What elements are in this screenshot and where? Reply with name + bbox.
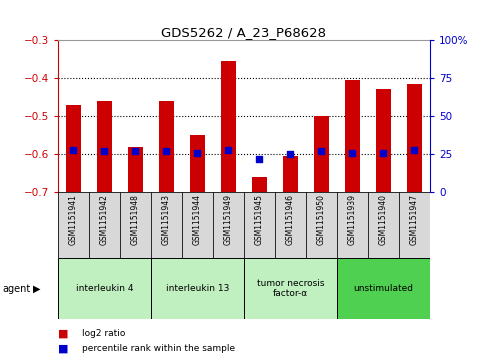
- Bar: [337, 258, 430, 319]
- Text: GSM1151948: GSM1151948: [131, 194, 140, 245]
- Bar: [128, 147, 143, 192]
- Bar: [151, 192, 182, 258]
- Text: tumor necrosis
factor-α: tumor necrosis factor-α: [256, 279, 324, 298]
- Text: GSM1151939: GSM1151939: [348, 194, 357, 245]
- Text: percentile rank within the sample: percentile rank within the sample: [82, 344, 235, 353]
- Text: GSM1151941: GSM1151941: [69, 194, 78, 245]
- Point: [411, 147, 418, 152]
- Bar: [252, 177, 267, 192]
- Title: GDS5262 / A_23_P68628: GDS5262 / A_23_P68628: [161, 26, 327, 39]
- Text: agent: agent: [2, 284, 30, 294]
- Point: [163, 148, 170, 154]
- Bar: [244, 192, 275, 258]
- Bar: [283, 156, 298, 192]
- Point: [70, 147, 77, 152]
- Point: [317, 148, 325, 154]
- Bar: [58, 192, 89, 258]
- Bar: [66, 105, 81, 192]
- Bar: [313, 116, 329, 192]
- Text: GSM1151949: GSM1151949: [224, 194, 233, 245]
- Text: GSM1151942: GSM1151942: [100, 194, 109, 245]
- Text: GSM1151950: GSM1151950: [317, 194, 326, 245]
- Point: [286, 151, 294, 157]
- Bar: [306, 192, 337, 258]
- Bar: [89, 192, 120, 258]
- Bar: [337, 192, 368, 258]
- Bar: [97, 101, 112, 192]
- Bar: [182, 192, 213, 258]
- Bar: [190, 135, 205, 192]
- Point: [100, 148, 108, 154]
- Bar: [151, 258, 244, 319]
- Bar: [376, 90, 391, 192]
- Text: ■: ■: [58, 329, 69, 339]
- Point: [349, 150, 356, 156]
- Bar: [120, 192, 151, 258]
- Text: interleukin 13: interleukin 13: [166, 284, 229, 293]
- Bar: [159, 101, 174, 192]
- Text: GSM1151947: GSM1151947: [410, 194, 419, 245]
- Text: GSM1151946: GSM1151946: [286, 194, 295, 245]
- Bar: [221, 61, 236, 192]
- Bar: [213, 192, 244, 258]
- Text: GSM1151940: GSM1151940: [379, 194, 388, 245]
- Bar: [345, 80, 360, 192]
- Text: log2 ratio: log2 ratio: [82, 330, 126, 338]
- Text: GSM1151944: GSM1151944: [193, 194, 202, 245]
- Bar: [368, 192, 399, 258]
- Text: unstimulated: unstimulated: [354, 284, 413, 293]
- Bar: [275, 192, 306, 258]
- Bar: [407, 84, 422, 192]
- Bar: [399, 192, 430, 258]
- Text: interleukin 4: interleukin 4: [76, 284, 133, 293]
- Text: ▶: ▶: [33, 284, 41, 294]
- Point: [380, 150, 387, 156]
- Point: [131, 148, 139, 154]
- Bar: [58, 258, 151, 319]
- Bar: [244, 258, 337, 319]
- Text: ■: ■: [58, 343, 69, 354]
- Point: [256, 156, 263, 162]
- Point: [225, 147, 232, 152]
- Text: GSM1151943: GSM1151943: [162, 194, 171, 245]
- Point: [194, 150, 201, 156]
- Text: GSM1151945: GSM1151945: [255, 194, 264, 245]
